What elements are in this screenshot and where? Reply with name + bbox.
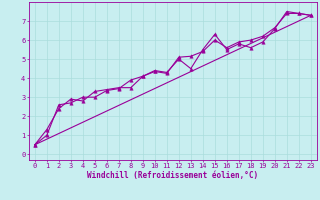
X-axis label: Windchill (Refroidissement éolien,°C): Windchill (Refroidissement éolien,°C) <box>87 171 258 180</box>
